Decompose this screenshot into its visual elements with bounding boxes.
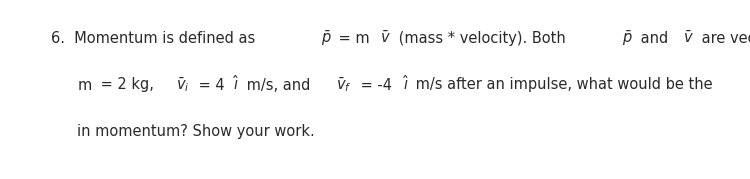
Text: $\bar{p}$: $\bar{p}$ [622,29,632,48]
Text: $\bar{v}$: $\bar{v}$ [380,30,391,46]
Text: $\bar{v}_f$: $\bar{v}_f$ [336,76,352,94]
Text: $\bar{v}$: $\bar{v}$ [683,30,694,46]
Text: = 2 kg,: = 2 kg, [96,78,158,93]
Text: m: m [77,78,92,93]
Text: 6.  Momentum is defined as: 6. Momentum is defined as [51,31,260,46]
Text: in momentum? Show your work.: in momentum? Show your work. [77,124,315,139]
Text: (mass * velocity). Both: (mass * velocity). Both [394,31,571,46]
Text: m/s, and: m/s, and [242,78,315,93]
Text: and: and [635,31,673,46]
Text: = -4: = -4 [356,78,392,93]
Text: are vectors. Given: are vectors. Given [697,31,750,46]
Text: m/s after an impulse, what would be the: m/s after an impulse, what would be the [411,78,718,93]
Text: $\bar{p}$: $\bar{p}$ [320,29,332,48]
Text: $\bar{v}_i$: $\bar{v}_i$ [176,76,190,94]
Text: $\hat{\imath}$: $\hat{\imath}$ [403,74,410,93]
Text: $\hat{\imath}$: $\hat{\imath}$ [233,74,240,93]
Text: = m: = m [334,31,370,46]
Text: = 4: = 4 [194,78,224,93]
